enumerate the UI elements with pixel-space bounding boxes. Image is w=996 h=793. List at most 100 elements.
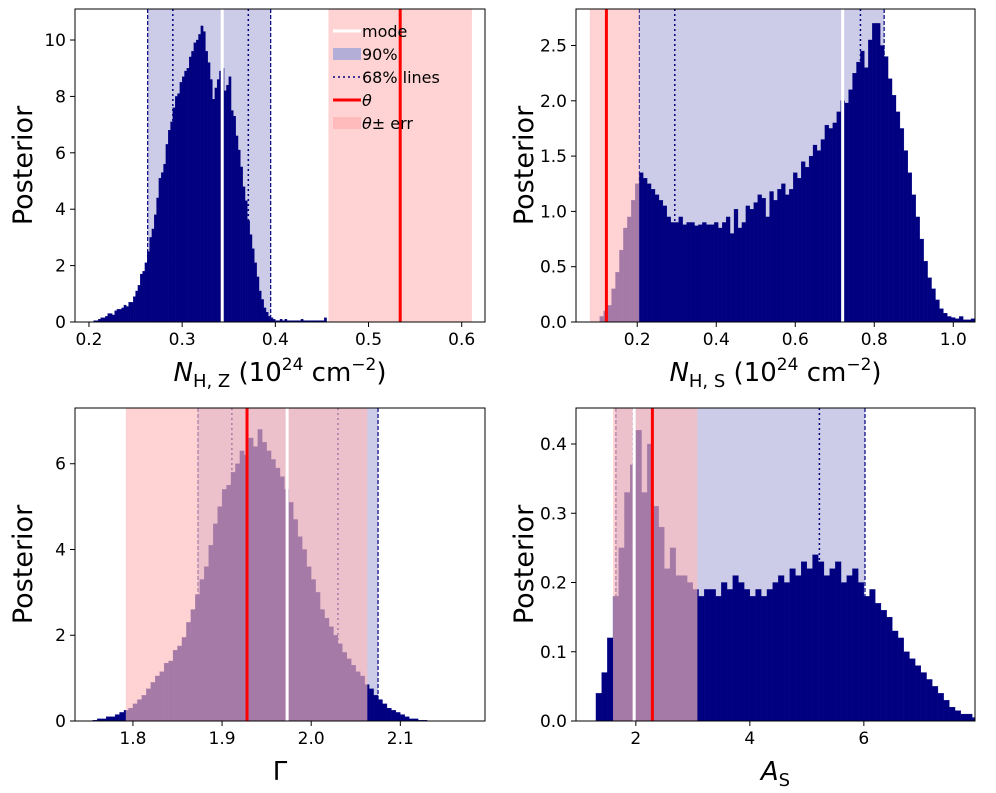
hist-bar — [233, 116, 236, 322]
hist-bar — [939, 308, 944, 322]
y-tick-label: 2 — [55, 626, 66, 646]
hist-bar — [987, 320, 991, 322]
hist-bar — [182, 76, 185, 322]
x-tick-label: 0.2 — [75, 330, 102, 350]
y-tick-label: 4 — [55, 200, 66, 220]
hist-bar — [165, 144, 169, 322]
hist-bar — [868, 39, 873, 322]
hist-bar — [737, 227, 743, 322]
hist-bar — [808, 155, 814, 322]
hist-bar — [892, 630, 899, 721]
hist-bar — [858, 582, 865, 721]
hist-bar — [744, 589, 751, 721]
hist-bar — [244, 200, 248, 322]
hist-bar — [391, 710, 397, 721]
hist-bar — [793, 172, 798, 322]
hist-bar — [753, 202, 758, 322]
y-tick-label: 2.0 — [540, 92, 567, 112]
hist-bar — [923, 261, 928, 322]
hist-bar — [223, 90, 227, 322]
hist-bar — [119, 309, 122, 322]
hist-bar — [109, 313, 113, 322]
hist-bar — [175, 96, 178, 322]
hist-bar — [324, 317, 327, 322]
hist-bar — [848, 89, 853, 322]
hist-bar — [897, 637, 904, 721]
hist-bar — [726, 589, 733, 721]
hist-bar — [789, 568, 796, 721]
hist-bar — [783, 582, 790, 721]
hist-bar — [875, 603, 882, 721]
hist-bar — [678, 216, 683, 322]
hist-bar — [249, 234, 253, 322]
hist-bar — [989, 714, 995, 721]
x-tick-label: 0.5 — [355, 330, 382, 350]
hist-bar — [116, 309, 120, 322]
hist-bar — [795, 575, 802, 721]
hist-bar — [646, 183, 652, 322]
legend-theta-err-swatch — [333, 117, 361, 129]
hist-bar — [662, 205, 668, 322]
hist-bar — [100, 317, 104, 322]
hist-bar — [191, 51, 194, 322]
hist-bar — [951, 317, 956, 322]
hist-bar — [920, 672, 927, 721]
hist-bar — [373, 695, 379, 721]
hist-bar — [368, 688, 374, 721]
hist-bar — [915, 665, 922, 721]
legend-90-swatch — [333, 48, 361, 60]
hist-bar — [702, 222, 707, 322]
y-tick-label: 0 — [55, 712, 66, 732]
x-tick-label: 4 — [744, 729, 755, 749]
panel-2: 0.2 0.4 0.6 0.8 1.0 0.0 0.5 1.0 1.5 2.0 2.5 Posteri… — [509, 8, 991, 392]
hist-bar — [209, 79, 213, 322]
hist-bar — [251, 248, 255, 322]
hist-bar — [163, 163, 167, 322]
hist-bar — [151, 228, 155, 322]
hist-bar — [650, 189, 656, 322]
hist-bar — [184, 70, 187, 322]
hist-bar — [903, 651, 910, 721]
hist-bar — [721, 582, 728, 721]
theta-err-band — [589, 9, 640, 322]
hist-bar — [966, 713, 973, 721]
hist-bar — [404, 716, 410, 721]
y-tick-label: 0.1 — [540, 643, 567, 663]
hist-bar — [121, 307, 125, 322]
legend-theta-label: θ — [362, 91, 372, 110]
hist-bar — [895, 111, 901, 322]
hist-bar — [242, 186, 246, 322]
hist-bar — [829, 568, 836, 721]
hist-bar — [130, 302, 134, 322]
hist-bar — [709, 589, 716, 721]
hist-bar — [749, 209, 754, 322]
plot-area — [92, 408, 428, 721]
hist-bar — [804, 167, 810, 322]
hist-bar — [265, 311, 269, 322]
x-tick-label: 1.0 — [940, 330, 967, 350]
hist-bar — [123, 304, 127, 322]
hist-bar — [755, 589, 762, 721]
y-tick-label: 0.0 — [540, 712, 567, 732]
hist-bar — [715, 596, 722, 721]
hist-bar — [395, 712, 401, 721]
hist-bar — [195, 39, 199, 322]
hist-bar — [785, 194, 790, 322]
hist-bar — [698, 596, 705, 721]
legend-68-label: 68% lines — [362, 68, 440, 87]
hist-bar — [927, 277, 932, 322]
hist-bar — [102, 317, 106, 322]
hist-bar — [836, 111, 841, 322]
hist-bar — [106, 716, 111, 721]
hist-bar — [806, 568, 813, 721]
hist-bar — [205, 51, 208, 322]
hist-bar — [643, 178, 648, 322]
legend-theta-err-label: θ± err — [362, 114, 413, 133]
y-tick-label: 1.5 — [540, 147, 567, 167]
hist-bar — [983, 320, 987, 322]
hist-bar — [937, 693, 944, 721]
y-tick-label: 6 — [55, 144, 66, 164]
hist-bar — [154, 214, 157, 322]
y-tick-label: 0 — [55, 313, 66, 333]
